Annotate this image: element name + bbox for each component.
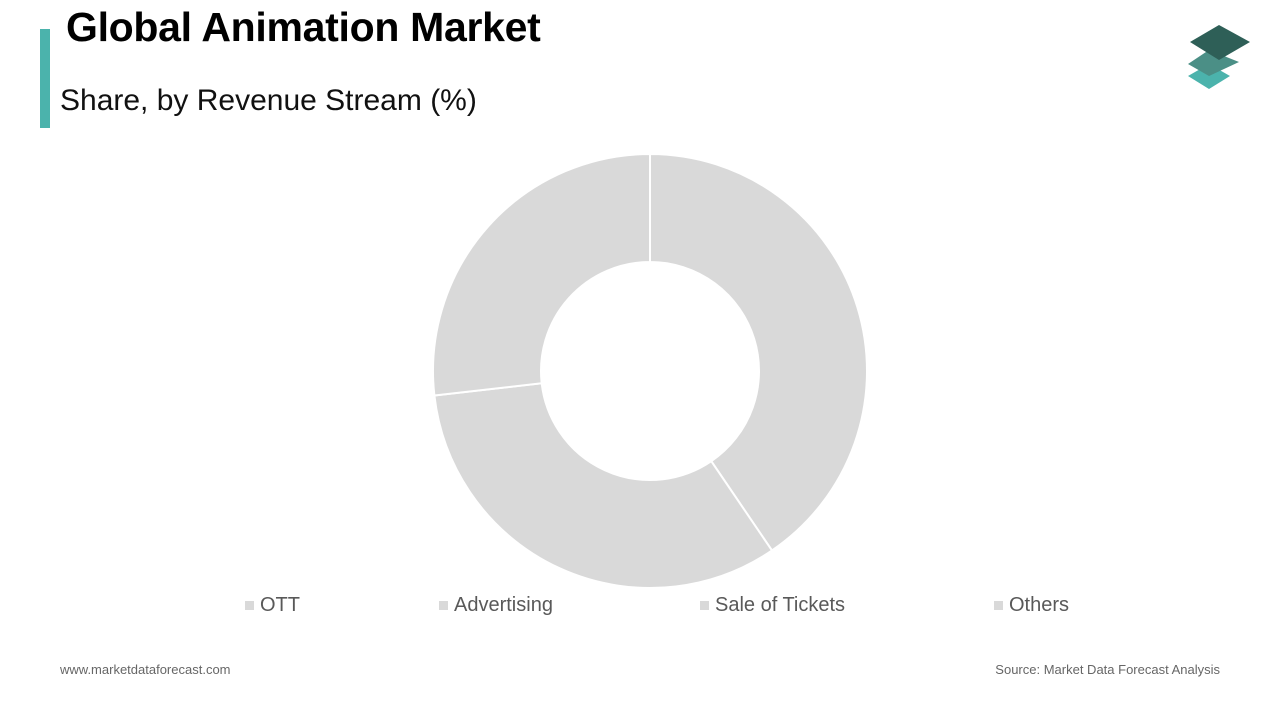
legend-item: Others (994, 594, 1069, 617)
legend-swatch (245, 601, 254, 610)
accent-bar (40, 29, 50, 128)
legend-swatch (994, 601, 1003, 610)
legend-label: Sale of Tickets (715, 594, 846, 616)
legend-label: OTT (260, 594, 300, 616)
slice-sale-of-tickets (432, 152, 651, 397)
slice-ott (649, 152, 868, 552)
footer-source: Source: Market Data Forecast Analysis (995, 662, 1220, 677)
legend-swatch (700, 601, 709, 610)
chart-title: Global Animation Market (66, 4, 541, 50)
logo-layer-top (1190, 25, 1250, 60)
slice-advertising (433, 382, 774, 589)
legend-label: Advertising (454, 594, 553, 616)
legend-label: Others (1009, 594, 1070, 616)
logo-layer-middle (1188, 50, 1239, 76)
footer-website: www.marketdataforecast.com (60, 662, 231, 677)
logo (1184, 22, 1254, 94)
legend-item: Advertising (439, 594, 553, 617)
legend-item: Sale of Tickets (700, 594, 845, 617)
chart-legend: OTT Advertising Sale of Tickets Others (0, 594, 1280, 620)
legend-item: OTT (245, 594, 300, 617)
legend-swatch (439, 601, 448, 610)
chart-subtitle: Share, by Revenue Stream (%) (60, 84, 477, 117)
stacked-layers-icon (1188, 25, 1250, 89)
